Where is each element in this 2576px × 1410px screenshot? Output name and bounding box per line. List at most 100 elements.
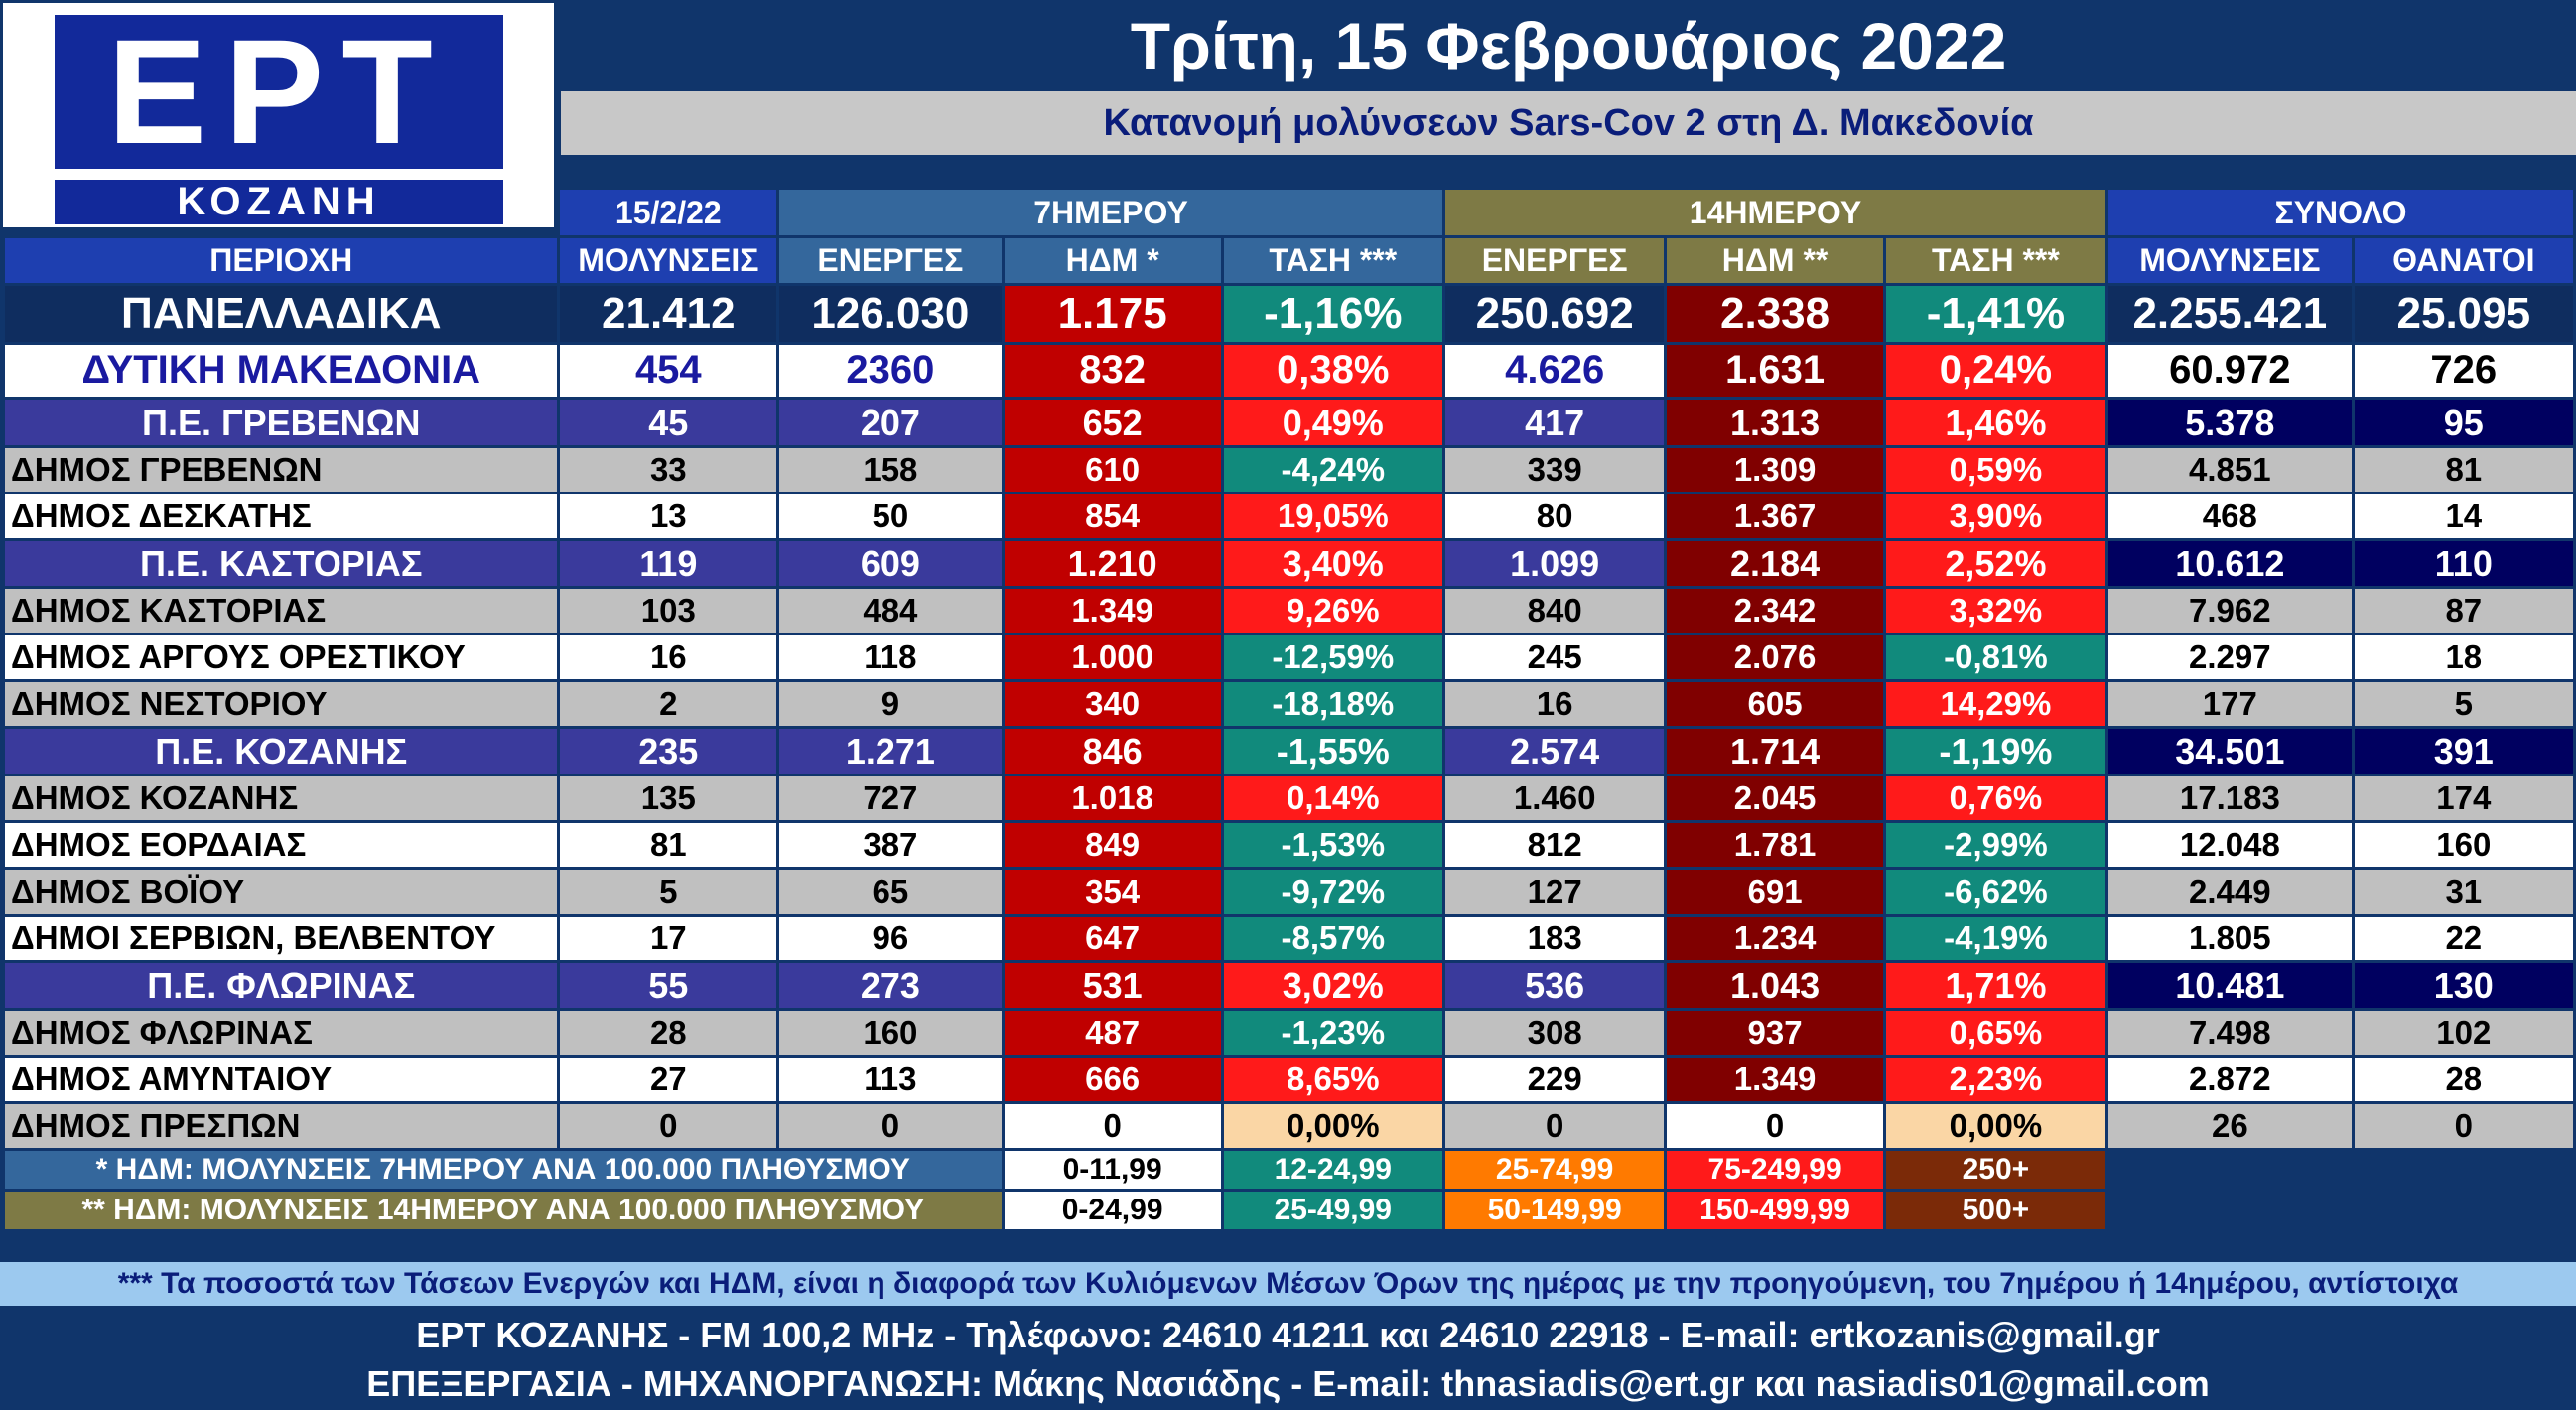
- idm14-cell: 605: [1667, 682, 1883, 726]
- col-header-deaths: ΘΑΝΑΤΟΙ: [2354, 238, 2573, 283]
- active14-cell: 229: [1444, 1058, 1665, 1101]
- table-row: Π.Ε. ΦΛΩΡΙΝΑΣ 55 273 531 3,02% 536 1.043 1,71% 1…: [5, 963, 2573, 1008]
- trend14-cell: -1,19%: [1885, 729, 2106, 774]
- deaths-cell: 81: [2354, 448, 2573, 492]
- idm14-cell: 2.076: [1667, 635, 1883, 679]
- total-infections-cell: 2.449: [2108, 870, 2352, 914]
- idm14-cell: 691: [1667, 870, 1883, 914]
- col-header-trend14: ΤΑΣΗ ***: [1885, 238, 2106, 283]
- row-name: ΔΗΜΟΣ ΔΕΣΚΑΤΗΣ: [5, 494, 558, 538]
- idm7-cell: 531: [1004, 963, 1221, 1008]
- trend14-cell: 3,32%: [1885, 589, 2106, 633]
- total-infections-cell: 10.481: [2108, 963, 2352, 1008]
- total-infections-cell: 60.972: [2108, 345, 2352, 397]
- deaths-cell: 102: [2354, 1011, 2573, 1055]
- total-infections-cell: 2.297: [2108, 635, 2352, 679]
- deaths-cell: 28: [2354, 1058, 2573, 1101]
- total-infections-cell: 26: [2108, 1104, 2352, 1148]
- table-row: ΔΗΜΟΣ ΝΕΣΤΟΡΙΟΥ 2 9 340 -18,18% 16 605 14,29% 17…: [5, 682, 2573, 726]
- active14-cell: 245: [1444, 635, 1665, 679]
- table-row: ΔΗΜΟΣ ΔΕΣΚΑΤΗΣ 13 50 854 19,05% 80 1.367 3,90% 4…: [5, 494, 2573, 538]
- active14-cell: 1.099: [1444, 541, 1665, 586]
- row-name: ΔΗΜΟΣ ΠΡΕΣΠΩΝ: [5, 1104, 558, 1148]
- table-row: ΔΗΜΟΣ ΑΡΓΟΥΣ ΟΡΕΣΤΙΚΟΥ 16 118 1.000 -12,59% 2…: [5, 635, 2573, 679]
- active14-cell: 812: [1444, 823, 1665, 867]
- row-name: ΔΗΜΟΣ ΝΕΣΤΟΡΙΟΥ: [5, 682, 558, 726]
- active14-cell: 339: [1444, 448, 1665, 492]
- row-name: ΔΗΜΟΣ ΚΟΖΑΝΗΣ: [5, 776, 558, 820]
- legend-range: 0-24,99: [1004, 1192, 1221, 1229]
- trend14-cell: 0,24%: [1885, 345, 2106, 397]
- trend14-cell: 0,76%: [1885, 776, 2106, 820]
- legend-range: 25-74,99: [1444, 1151, 1665, 1189]
- infections-cell: 45: [560, 400, 777, 445]
- deaths-cell: 31: [2354, 870, 2573, 914]
- infections-cell: 135: [560, 776, 777, 820]
- idm7-cell: 832: [1004, 345, 1221, 397]
- idm7-cell: 652: [1004, 400, 1221, 445]
- idm14-cell: 2.045: [1667, 776, 1883, 820]
- col-header-active14: ΕΝΕΡΓΕΣ: [1444, 238, 1665, 283]
- row-name: ΔΗΜΟΣ ΑΜΥΝΤΑΙΟΥ: [5, 1058, 558, 1101]
- header-7day: 7ΗΜΕΡΟΥ: [779, 190, 1442, 235]
- logo-kozani-text: ΚΟΖΑΝΗ: [55, 180, 503, 224]
- trend7-cell: 0,38%: [1223, 345, 1442, 397]
- active7-cell: 96: [779, 916, 1002, 960]
- idm14-cell: 1.043: [1667, 963, 1883, 1008]
- table-row: ΔΗΜΟΣ ΚΑΣΤΟΡΙΑΣ 103 484 1.349 9,26% 840 2.342 3…: [5, 589, 2573, 633]
- active14-cell: 308: [1444, 1011, 1665, 1055]
- active7-cell: 273: [779, 963, 1002, 1008]
- col-header-active7: ΕΝΕΡΓΕΣ: [779, 238, 1002, 283]
- trend7-cell: -1,23%: [1223, 1011, 1442, 1055]
- logo-ert-text: ΕΡΤ: [55, 15, 503, 169]
- infections-cell: 17: [560, 916, 777, 960]
- active7-cell: 387: [779, 823, 1002, 867]
- active14-cell: 183: [1444, 916, 1665, 960]
- active7-cell: 1.271: [779, 729, 1002, 774]
- table-row: ΔΗΜΟΣ ΑΜΥΝΤΑΙΟΥ 27 113 666 8,65% 229 1.349 2,23…: [5, 1058, 2573, 1101]
- row-name: Π.Ε. ΦΛΩΡΙΝΑΣ: [5, 963, 558, 1008]
- active7-cell: 160: [779, 1011, 1002, 1055]
- infections-cell: 16: [560, 635, 777, 679]
- idm14-cell: 1.313: [1667, 400, 1883, 445]
- total-infections-cell: 34.501: [2108, 729, 2352, 774]
- header-date: 15/2/22: [560, 190, 777, 235]
- table-body: 15/2/22 7ΗΜΕΡΟΥ 14ΗΜΕΡΟΥ ΣΥΝΟΛΟ ΠΕΡΙΟΧΗ …: [5, 190, 2573, 1229]
- col-header-trend7: ΤΑΣΗ ***: [1223, 238, 1442, 283]
- header-columns-row: ΠΕΡΙΟΧΗ ΜΟΛΥΝΣΕΙΣ ΕΝΕΡΓΕΣ ΗΔΜ * ΤΑΣΗ ***…: [5, 238, 2573, 283]
- deaths-cell: 726: [2354, 345, 2573, 397]
- table-row: ΔΗΜΟΙ ΣΕΡΒΙΩΝ, ΒΕΛΒΕΝΤΟΥ 17 96 647 -8,57% 183…: [5, 916, 2573, 960]
- trend7-cell: -12,59%: [1223, 635, 1442, 679]
- deaths-cell: 0: [2354, 1104, 2573, 1148]
- idm14-cell: 1.781: [1667, 823, 1883, 867]
- row-name: ΔΗΜΟΣ ΚΑΣΤΟΡΙΑΣ: [5, 589, 558, 633]
- deaths-cell: 87: [2354, 589, 2573, 633]
- active14-cell: 250.692: [1444, 286, 1665, 342]
- total-infections-cell: 1.805: [2108, 916, 2352, 960]
- infections-cell: 235: [560, 729, 777, 774]
- page-title: Τρίτη, 15 Φεβρουάριος 2022: [1130, 9, 2007, 82]
- legend-range: 500+: [1885, 1192, 2106, 1229]
- idm14-cell: 1.714: [1667, 729, 1883, 774]
- table-row: ΔΥΤΙΚΗ ΜΑΚΕΔΟΝΙΑ 454 2360 832 0,38% 4.626 1.63…: [5, 345, 2573, 397]
- trend7-cell: 8,65%: [1223, 1058, 1442, 1101]
- idm7-cell: 666: [1004, 1058, 1221, 1101]
- active14-cell: 2.574: [1444, 729, 1665, 774]
- row-name: ΔΥΤΙΚΗ ΜΑΚΕΔΟΝΙΑ: [5, 345, 558, 397]
- idm14-cell: 1.631: [1667, 345, 1883, 397]
- trend7-cell: 3,02%: [1223, 963, 1442, 1008]
- header-group-row: 15/2/22 7ΗΜΕΡΟΥ 14ΗΜΕΡΟΥ ΣΥΝΟΛΟ: [5, 190, 2573, 235]
- deaths-cell: 22: [2354, 916, 2573, 960]
- row-name: ΔΗΜΟΣ ΕΟΡΔΑΙΑΣ: [5, 823, 558, 867]
- deaths-cell: 18: [2354, 635, 2573, 679]
- deaths-cell: 5: [2354, 682, 2573, 726]
- table-row: Π.Ε. ΚΑΣΤΟΡΙΑΣ 119 609 1.210 3,40% 1.099 2.184…: [5, 541, 2573, 586]
- trend14-cell: -1,41%: [1885, 286, 2106, 342]
- infections-cell: 5: [560, 870, 777, 914]
- total-infections-cell: 17.183: [2108, 776, 2352, 820]
- active7-cell: 0: [779, 1104, 1002, 1148]
- footer-contact: ΕΡΤ ΚΟΖΑΝΗΣ - FM 100,2 MHz - Τηλέφωνο: 2…: [416, 1315, 2160, 1355]
- active7-cell: 484: [779, 589, 1002, 633]
- trend7-cell: 0,49%: [1223, 400, 1442, 445]
- idm14-cell: 1.367: [1667, 494, 1883, 538]
